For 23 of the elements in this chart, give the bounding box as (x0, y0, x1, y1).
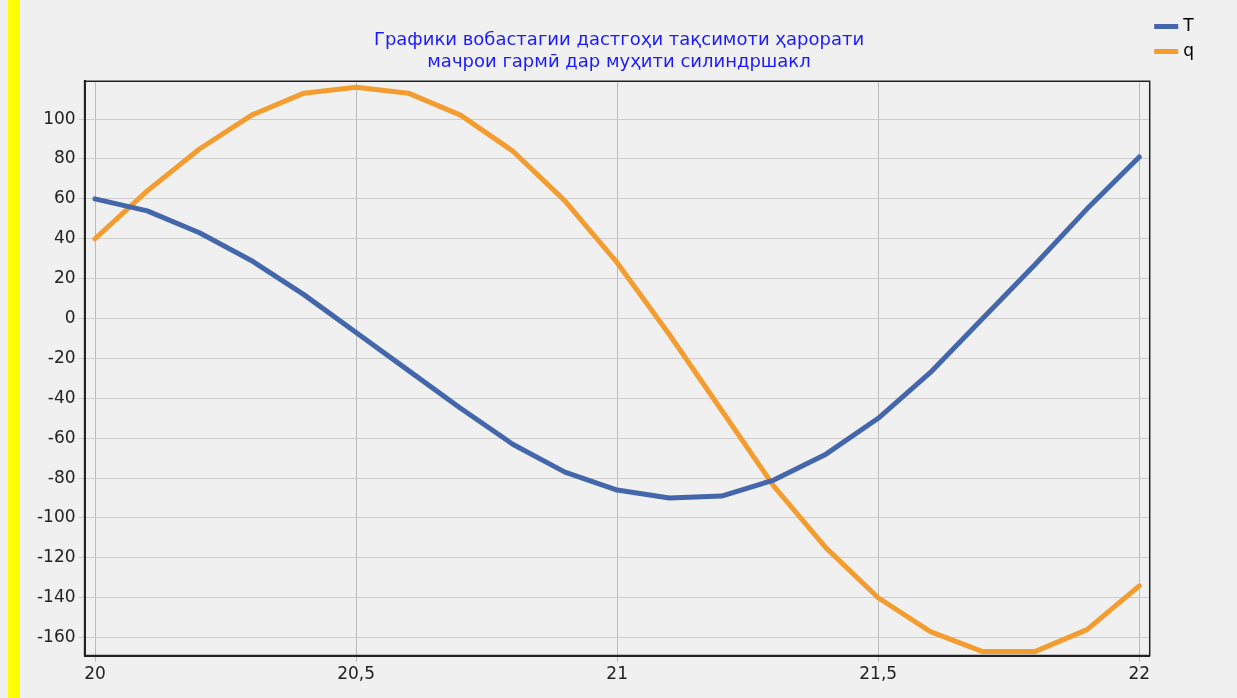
y-tick-label: -20 (47, 346, 76, 367)
y-tick-label: 40 (53, 227, 76, 248)
y-tick-label: 60 (53, 187, 76, 208)
y-tick-label: 20 (53, 267, 76, 288)
legend-label: T (1182, 14, 1195, 35)
text: мачрои гармӣ дар муҳити силиндршакл (427, 50, 811, 72)
x-tick-label: 22 (1128, 663, 1151, 684)
y-tick-label: 80 (53, 147, 76, 168)
y-tick-label: -160 (36, 626, 76, 647)
x-tick-label: 21,5 (859, 663, 898, 684)
y-tick-label: 100 (43, 107, 76, 128)
x-tick-label: 21 (606, 663, 628, 684)
y-tick-label: -100 (36, 506, 76, 527)
y-tick-label: -120 (36, 546, 76, 567)
legend-label: q (1183, 39, 1195, 60)
y-tick-label: -140 (36, 586, 76, 607)
y-tick-label: -60 (47, 426, 76, 447)
x-tick-label: 20 (84, 663, 106, 684)
text: Графики вобастагии дастгоҳи тақсимоти ҳарорати (373, 28, 865, 50)
y-tick-label: -40 (47, 386, 76, 407)
y-tick-label: -80 (47, 466, 76, 487)
x-tick-label: 20,5 (337, 663, 376, 684)
y-tick-label: 0 (64, 306, 76, 327)
